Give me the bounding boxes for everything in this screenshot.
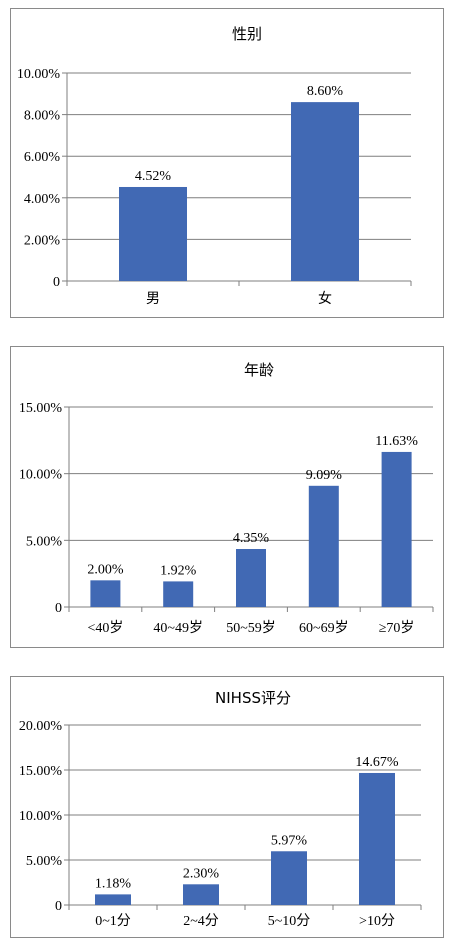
chart-panel-nihss: NIHSS评分 0 5.00% 10.00% 15.00% 20.00% 1.18% 0~1分… [10,676,444,938]
y-tick-label: 10.00% [19,809,63,824]
bar [291,102,359,282]
category-label: 60~69岁 [299,620,349,636]
bar [236,549,266,607]
bar [90,580,121,607]
y-tick-label: 10.00% [17,67,61,82]
chart-panel-age: 年龄 0 5.00% 10.00% 15.00% 2.00% <40岁 1.92% 40~49岁… [10,346,444,648]
y-tick-label: 0 [53,275,60,290]
category-label: >10分 [359,913,395,929]
bar [119,186,187,281]
y-tick-label: 6.00% [24,150,61,165]
data-label: 11.63% [375,434,418,449]
y-tick-label: 0 [55,899,62,914]
age-chart: 年龄 0 5.00% 10.00% 15.00% 2.00% <40岁 1.92% 40~49岁… [19,361,434,636]
y-tick-label: 5.00% [26,534,63,549]
chart-title: 年龄 [244,361,274,379]
category-label: ≥70岁 [379,620,415,636]
data-label: 1.92% [160,563,197,578]
chart-title: NIHSS评分 [215,689,291,707]
data-label: 9.09% [306,468,343,483]
bar [271,851,307,905]
y-tick-label: 0 [55,601,62,616]
category-label: 2~4分 [183,913,219,929]
y-tick-label: 15.00% [19,764,63,779]
category-label: 50~59岁 [226,620,276,636]
data-label: 8.60% [307,84,344,99]
data-label: 4.35% [233,531,270,546]
gender-chart: 性别 0 2.00% 4.00% 6.00% 8.00% 10.00% 4.52% 男 8.60%… [17,25,412,307]
y-tick-label: 5.00% [26,854,63,869]
bar [381,451,412,607]
bar [183,884,219,905]
y-tick-label: 20.00% [19,719,63,734]
y-tick-label: 15.00% [19,401,63,416]
data-label: 2.30% [183,866,220,881]
bar [308,485,339,607]
data-label: 14.67% [355,755,399,770]
nihss-chart: NIHSS评分 0 5.00% 10.00% 15.00% 20.00% 1.18% 0~1分… [19,689,422,929]
chart-title: 性别 [232,25,262,43]
category-label: 40~49岁 [153,620,203,636]
y-tick-label: 4.00% [24,192,61,207]
y-tick-label: 2.00% [24,233,61,248]
category-label: 0~1分 [95,913,131,929]
bar [95,894,131,905]
bar [163,581,194,607]
data-label: 5.97% [271,833,308,848]
data-label: 2.00% [87,562,124,577]
data-label: 1.18% [95,876,132,891]
chart-panel-gender: 性别 0 2.00% 4.00% 6.00% 8.00% 10.00% 4.52% 男 8.60%… [10,8,444,318]
category-label: 5~10分 [268,913,311,929]
bar [359,772,395,905]
y-tick-label: 10.00% [19,468,63,483]
category-label: 女 [318,290,332,307]
category-label: <40岁 [87,620,123,636]
y-tick-label: 8.00% [24,109,61,124]
data-label: 4.52% [135,169,172,184]
category-label: 男 [146,292,160,307]
